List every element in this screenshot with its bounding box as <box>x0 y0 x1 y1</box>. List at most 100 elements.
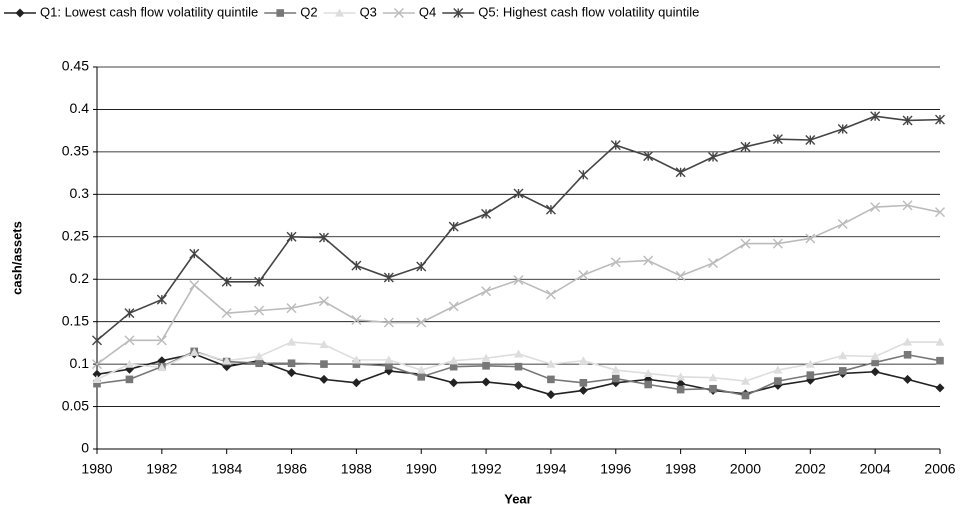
legend-label: Q1: Lowest cash flow volatility quintile <box>40 4 258 19</box>
marker <box>837 123 848 134</box>
marker <box>514 380 523 390</box>
marker <box>156 335 167 346</box>
marker <box>903 374 913 384</box>
marker <box>740 141 751 152</box>
marker <box>936 356 944 365</box>
marker <box>351 260 362 271</box>
marker <box>384 355 394 364</box>
y-tick-label: 0.25 <box>62 227 89 243</box>
marker <box>254 305 265 316</box>
marker <box>318 296 329 307</box>
marker <box>481 208 492 219</box>
marker <box>805 359 815 368</box>
marker <box>805 135 816 145</box>
marker <box>385 362 393 370</box>
marker <box>448 301 459 312</box>
marker <box>124 308 135 319</box>
marker <box>709 384 717 393</box>
legend-label: Q3 <box>360 4 377 19</box>
marker <box>837 219 848 230</box>
x-tick-label: 1980 <box>81 461 112 477</box>
legend-item: Q1: Lowest cash flow volatility quintile <box>4 4 258 19</box>
marker <box>676 372 686 381</box>
marker <box>546 390 556 400</box>
x-tick-label: 1990 <box>406 461 437 477</box>
marker <box>352 360 361 368</box>
marker <box>416 261 427 272</box>
marker <box>92 335 102 346</box>
marker <box>935 337 945 346</box>
legend-label: Q4 <box>419 4 436 19</box>
marker <box>254 351 264 361</box>
marker <box>903 337 913 346</box>
marker <box>449 362 458 371</box>
marker <box>870 202 881 213</box>
marker <box>417 373 426 381</box>
marker <box>578 385 588 395</box>
marker <box>935 383 945 393</box>
marker <box>578 356 588 365</box>
marker <box>254 276 265 287</box>
marker <box>870 111 881 122</box>
marker <box>92 374 102 383</box>
marker <box>124 335 135 346</box>
marker <box>124 359 134 368</box>
marker <box>546 359 556 368</box>
marker <box>92 369 102 379</box>
marker <box>156 294 167 305</box>
marker <box>773 365 783 374</box>
marker <box>579 378 588 387</box>
y-tick-label: 0.05 <box>62 397 89 413</box>
marker <box>545 289 556 300</box>
y-axis-title: cash/assets <box>9 221 24 295</box>
marker <box>708 151 719 162</box>
marker <box>287 368 297 378</box>
marker <box>838 351 848 360</box>
marker <box>221 276 232 287</box>
x-tick-label: 1992 <box>470 461 501 477</box>
marker <box>287 337 297 346</box>
marker <box>189 280 200 291</box>
marker <box>481 353 491 362</box>
legend-marker <box>276 9 285 17</box>
marker <box>416 365 426 374</box>
marker <box>92 359 102 370</box>
y-tick-label: 0.15 <box>62 312 89 328</box>
x-axis-title: Year <box>504 491 531 506</box>
legend-marker <box>393 8 404 18</box>
marker <box>221 308 232 319</box>
marker <box>514 349 523 358</box>
marker <box>189 248 200 259</box>
marker <box>157 363 167 372</box>
x-tick-label: 1994 <box>535 461 566 477</box>
marker <box>774 377 782 385</box>
marker <box>351 378 361 388</box>
marker <box>675 167 686 178</box>
legend-item: Q5: Highest cash flow volatility quintil… <box>442 4 699 19</box>
marker <box>935 114 945 125</box>
marker <box>383 317 394 328</box>
marker <box>448 221 459 232</box>
marker <box>902 200 913 211</box>
x-tick-label: 1988 <box>341 461 372 477</box>
marker <box>740 376 750 385</box>
marker <box>675 270 686 281</box>
legend-item: Q3 <box>323 4 377 19</box>
y-tick-label: 0.35 <box>62 143 89 159</box>
marker <box>903 350 912 359</box>
marker <box>611 374 620 383</box>
series-line <box>96 115 941 341</box>
marker <box>643 255 654 266</box>
marker <box>189 347 199 356</box>
legend-item: Q2 <box>264 4 318 19</box>
legend-marker <box>15 8 25 18</box>
marker <box>286 303 297 314</box>
marker <box>545 204 556 215</box>
marker <box>482 362 490 370</box>
legend-label: Q2 <box>300 4 317 19</box>
y-tick-label: 0.1 <box>70 355 90 371</box>
marker <box>449 378 459 388</box>
marker <box>318 232 329 243</box>
marker <box>449 356 459 365</box>
